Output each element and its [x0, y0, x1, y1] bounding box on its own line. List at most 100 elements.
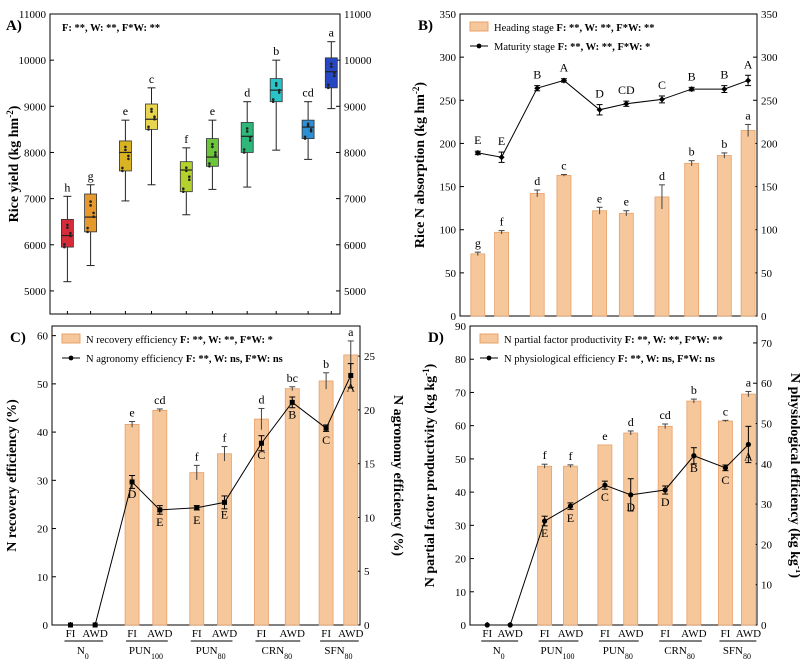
- line-marker: [157, 507, 163, 513]
- bar: [217, 453, 232, 626]
- line-letter: C: [658, 78, 666, 92]
- right-tick-label: 5000: [344, 286, 367, 298]
- bar: [563, 465, 578, 626]
- panel-label: D): [428, 330, 444, 346]
- data-point: [306, 122, 310, 126]
- x-tick-label: FI: [540, 628, 550, 640]
- data-point: [185, 169, 188, 172]
- x-tick-label: AWD: [338, 628, 363, 640]
- y-tick-label: 50: [37, 379, 49, 391]
- right-tick-label: 7000: [344, 194, 367, 206]
- significance-letter: f: [184, 132, 188, 146]
- group-label: N0: [493, 645, 505, 661]
- line-marker: [688, 86, 695, 93]
- bar-letter: e: [129, 405, 134, 419]
- data-point: [66, 223, 69, 227]
- bar-letter: e: [624, 195, 629, 209]
- bar-letter: a: [746, 375, 752, 389]
- y-tick-label: 350: [440, 9, 457, 21]
- right-tick-label: 70: [761, 338, 773, 350]
- box-body: [240, 122, 254, 153]
- y-tick-label: 40: [455, 487, 467, 499]
- x-tick-label: AWD: [681, 628, 706, 640]
- line-marker: [534, 85, 541, 92]
- line-letter: B: [533, 68, 541, 82]
- y-tick-label: 100: [440, 225, 457, 237]
- line-marker: [596, 106, 603, 113]
- right-tick-label: 6000: [344, 240, 367, 252]
- x-tick-label: FI: [660, 628, 670, 640]
- line-letter: C: [721, 473, 729, 487]
- y-tick-label: 5000: [24, 286, 47, 298]
- significance-letter: c: [149, 72, 154, 86]
- bar: [684, 162, 700, 317]
- data-point: [86, 230, 89, 234]
- data-point: [245, 130, 249, 133]
- line-marker: [567, 503, 574, 509]
- data-point: [147, 128, 150, 131]
- group-label: PUN100: [541, 645, 575, 661]
- line-marker: [623, 100, 630, 107]
- data-point: [303, 137, 307, 140]
- right-tick-label: 5: [364, 566, 370, 578]
- bar-letter: f: [222, 431, 226, 445]
- right-tick-label: 200: [761, 138, 778, 150]
- right-tick-label: 20: [364, 405, 376, 417]
- data-point: [211, 145, 214, 149]
- panel-a-yield-boxplot: 5000 6000 7000 8000 9000 10000 11000 5000 6000 70…: [5, 9, 372, 315]
- stats-text: F: **, W: **, F*W: **: [62, 23, 160, 34]
- line-marker: [323, 425, 329, 431]
- x-tick-label: AWD: [558, 628, 583, 640]
- y-tick-label: 50: [455, 454, 467, 466]
- bar: [343, 354, 359, 626]
- data-point: [248, 139, 252, 142]
- line-marker: [662, 487, 668, 493]
- x-tick-label: FI: [721, 628, 731, 640]
- bar-letter: f: [543, 448, 547, 462]
- line-marker: [474, 149, 481, 156]
- bar-letter: c: [561, 158, 566, 172]
- legend-bar-text: N recovery efficiency F: **, W: **, F*W:…: [86, 335, 273, 346]
- legend-bar-swatch: [479, 333, 499, 344]
- bar-letter: b: [721, 137, 727, 151]
- bar: [284, 388, 300, 626]
- data-point: [153, 117, 156, 121]
- right-tick-label: 15: [364, 459, 376, 471]
- line-letter: D: [626, 500, 635, 514]
- line-letter: E: [193, 513, 200, 527]
- data-point: [182, 190, 185, 193]
- y-tick-label: 200: [440, 138, 457, 150]
- right-axis-label: N physiological efficiency (kg kg-1): [787, 373, 800, 578]
- data-point: [69, 234, 72, 238]
- bar-letter: e: [597, 191, 602, 205]
- data-point: [153, 115, 156, 118]
- legend-line-marker: [476, 43, 482, 49]
- x-tick-label: FI: [66, 628, 76, 640]
- x-tick-label: FI: [482, 628, 492, 640]
- bar: [592, 210, 607, 317]
- bar: [529, 193, 545, 317]
- y-tick-label: 50: [445, 268, 457, 280]
- significance-letter: cd: [302, 86, 313, 100]
- significance-letter: a: [329, 26, 335, 40]
- line-marker: [542, 518, 548, 524]
- bar: [556, 174, 572, 317]
- data-point: [309, 128, 313, 131]
- y-tick-label: 9000: [24, 101, 47, 113]
- right-tick-label: 30: [761, 499, 773, 511]
- bar-letter: f: [568, 449, 572, 463]
- y-tick-label: 250: [440, 95, 457, 107]
- data-point: [121, 166, 124, 170]
- right-tick-label: 9000: [344, 101, 367, 113]
- data-point: [86, 226, 89, 230]
- data-point: [188, 178, 191, 181]
- line-marker: [129, 479, 135, 485]
- x-tick-label: AWD: [82, 628, 107, 640]
- y-tick-label: 80: [455, 354, 467, 366]
- x-tick-label: AWD: [618, 628, 643, 640]
- bar: [718, 420, 733, 626]
- legend-bar-swatch: [469, 21, 489, 32]
- line-marker: [348, 372, 354, 378]
- right-axis-label: N agronomy efficiency (%): [390, 395, 405, 556]
- right-tick-label: 10000: [344, 55, 372, 67]
